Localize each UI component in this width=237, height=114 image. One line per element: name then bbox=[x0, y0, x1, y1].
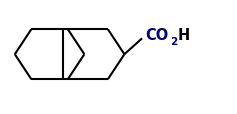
Text: 2: 2 bbox=[170, 36, 178, 46]
Text: CO: CO bbox=[146, 28, 169, 43]
Text: H: H bbox=[178, 28, 190, 43]
